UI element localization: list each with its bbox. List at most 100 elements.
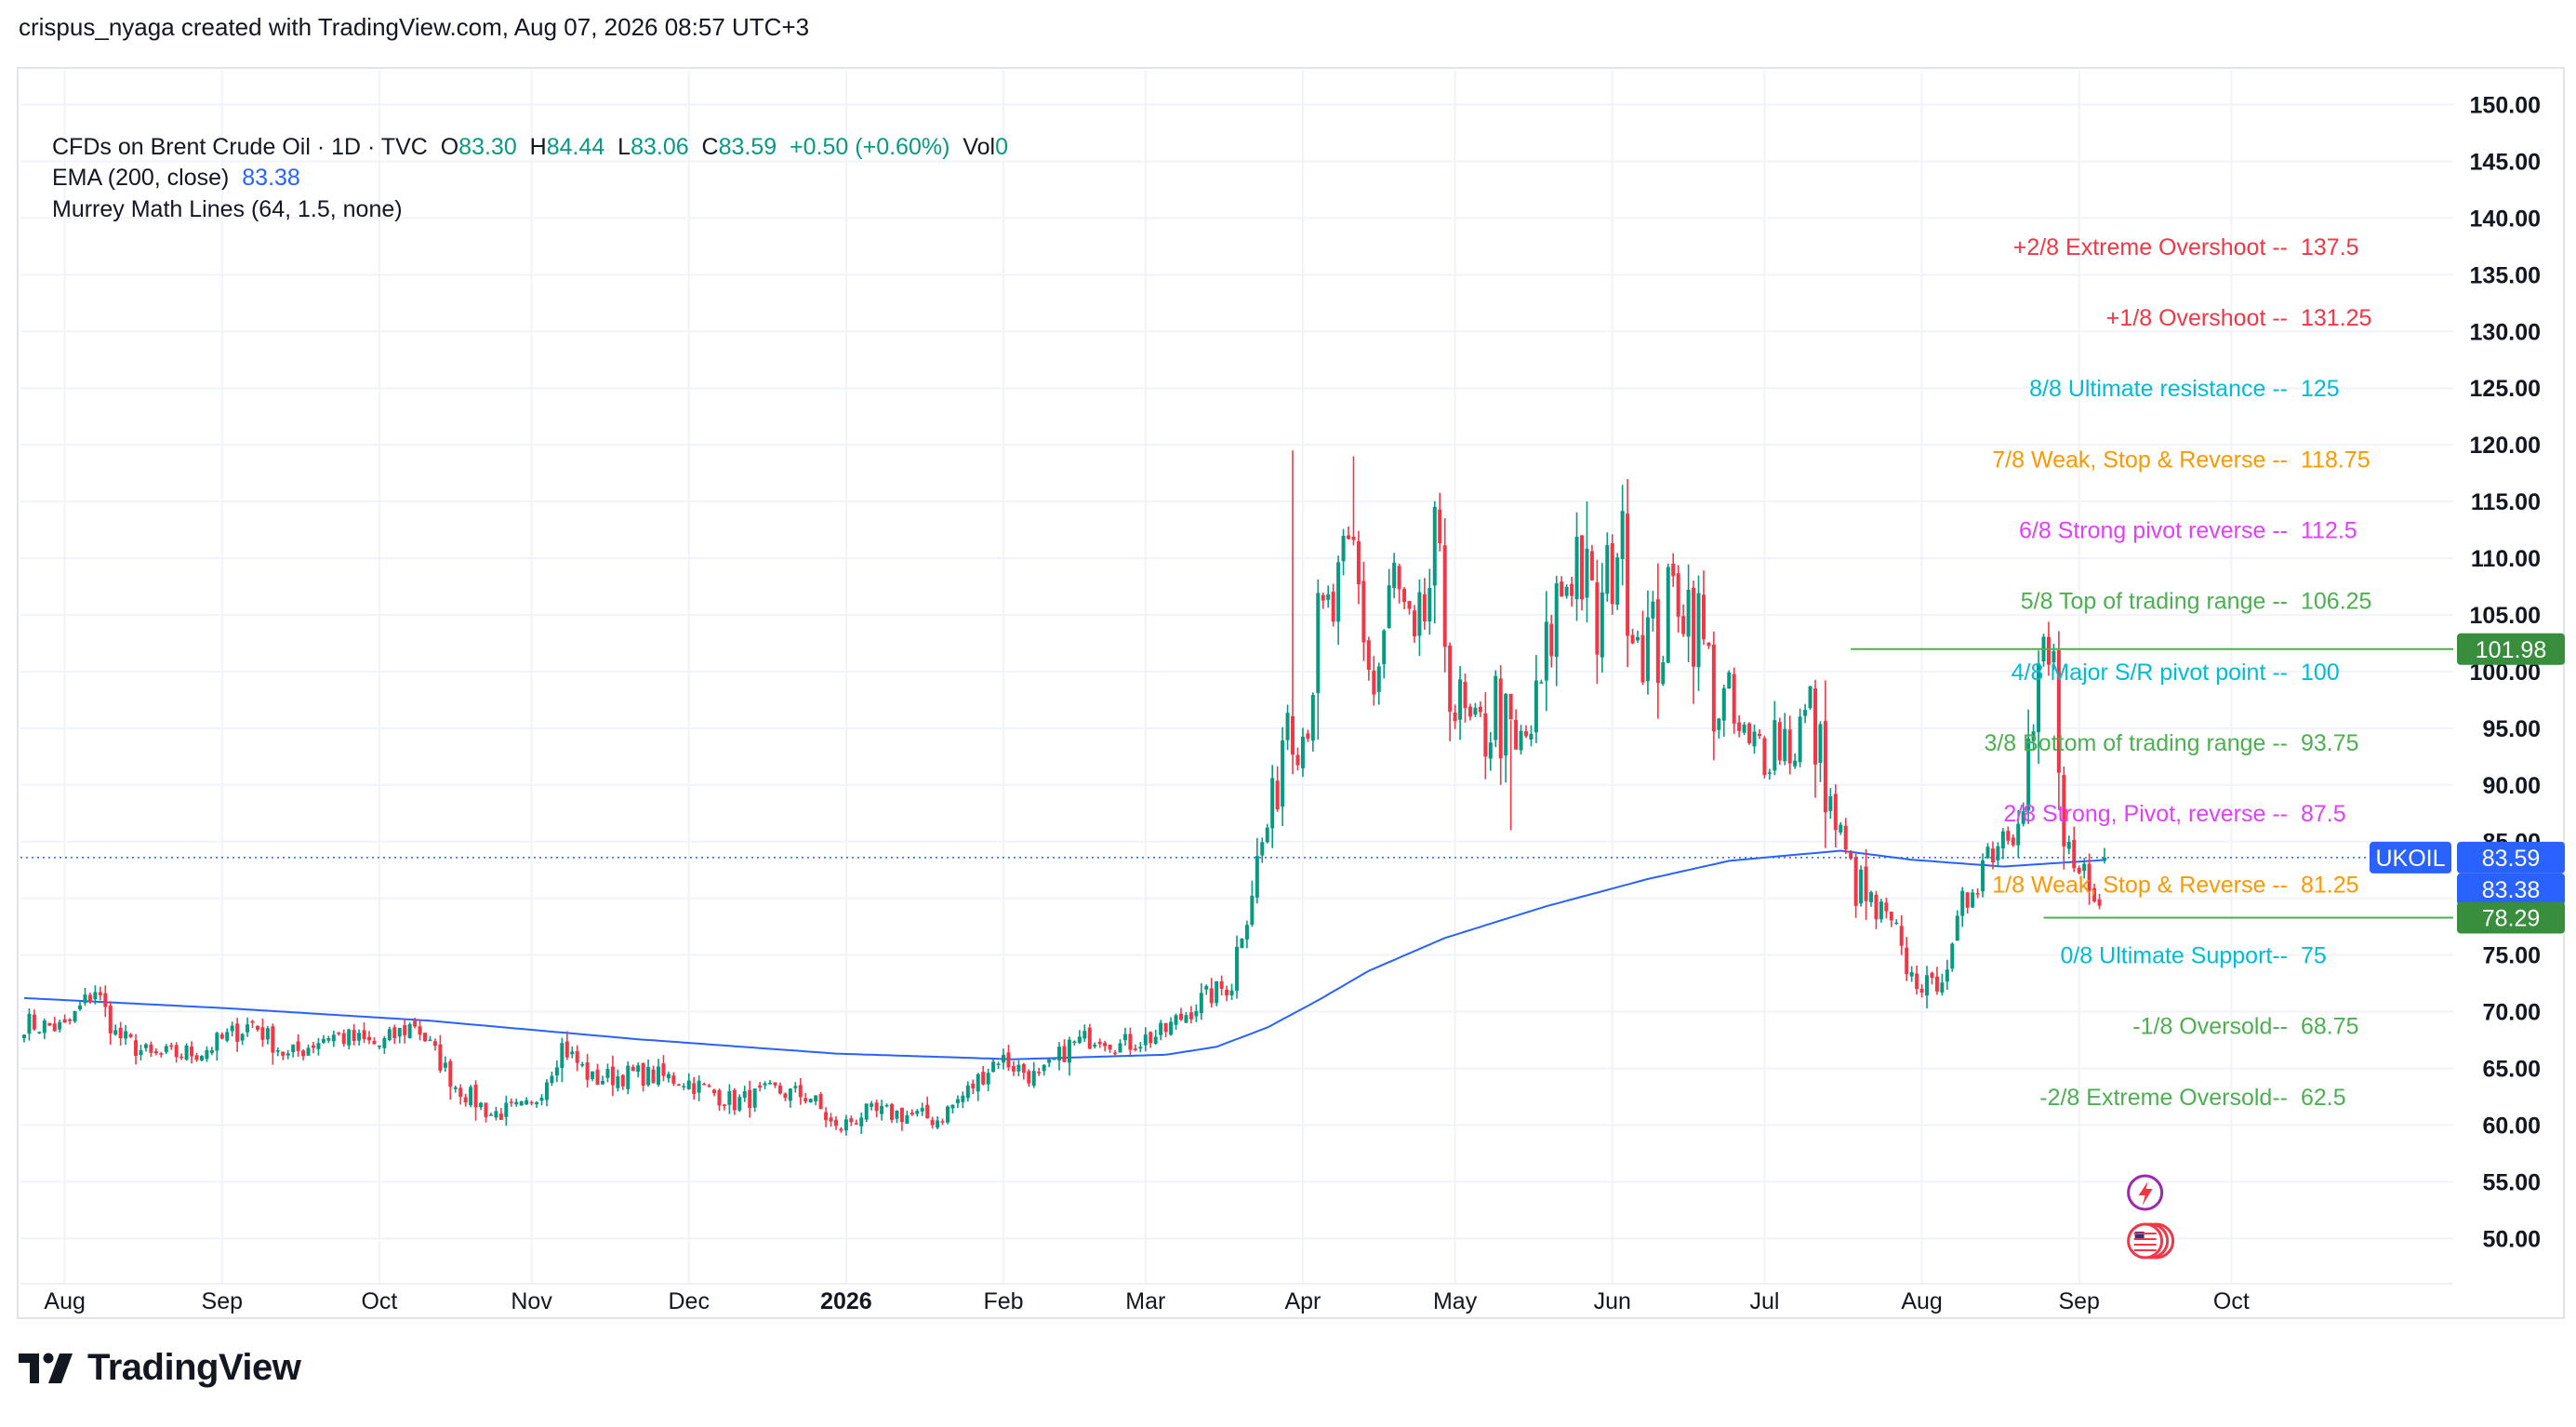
legend-murrey[interactable]: Murrey Math Lines (64, 1.5, none)	[52, 196, 403, 223]
candle	[1727, 670, 1732, 689]
candle-body	[22, 1034, 26, 1038]
candle-body	[159, 1053, 164, 1055]
legend-ohlc[interactable]: CFDs on Brent Crude Oil · 1D · TVC O83.3…	[52, 134, 1008, 161]
candle-body	[275, 1050, 280, 1052]
candle-body	[1159, 1022, 1163, 1035]
ema-price-tag: 83.38	[2457, 873, 2565, 905]
chart-icons	[2127, 1174, 2175, 1260]
candle	[1067, 1036, 1071, 1076]
candle-body	[808, 1099, 813, 1103]
candle	[1514, 709, 1519, 750]
y-tick-label: 120.00	[2470, 433, 2541, 459]
candle	[255, 1025, 259, 1032]
candle	[946, 1105, 950, 1125]
candle	[1666, 563, 1670, 663]
candle-body	[230, 1025, 234, 1032]
candle-body	[560, 1043, 564, 1068]
candle-body	[1225, 989, 1229, 996]
candle-body	[1128, 1034, 1133, 1050]
candle-body	[255, 1025, 259, 1030]
chart-frame[interactable]: +2/8 Extreme Overshoot -- 137.5 +1/8 Overs…	[17, 67, 2565, 1319]
candle	[1701, 570, 1706, 646]
candle	[1169, 1017, 1174, 1036]
candle	[1163, 1022, 1168, 1038]
price-chart[interactable]: +2/8 Extreme Overshoot -- 137.5 +1/8 Overs…	[19, 69, 2567, 1321]
candle-body	[1626, 513, 1630, 636]
candle-body	[498, 1114, 503, 1120]
candle	[423, 1033, 428, 1043]
candle-body	[1463, 681, 1467, 709]
candle	[199, 1055, 204, 1062]
candle	[93, 985, 98, 1005]
candle	[1397, 564, 1401, 604]
candle-body	[585, 1062, 590, 1080]
y-tick-label: 50.00	[2482, 1226, 2541, 1252]
candle	[763, 1081, 767, 1089]
candle	[1219, 975, 1224, 996]
candle-body	[352, 1030, 356, 1042]
candle	[940, 1118, 945, 1126]
candle	[377, 1045, 381, 1050]
candle-body	[1417, 592, 1422, 636]
candle-body	[961, 1095, 965, 1102]
svg-text:78.29: 78.29	[2482, 905, 2541, 931]
candle	[1402, 587, 1407, 609]
candle-body	[1473, 707, 1478, 715]
candle	[1529, 725, 1534, 747]
candle	[1950, 941, 1955, 972]
candle-body	[1219, 980, 1224, 989]
candle	[585, 1053, 590, 1088]
candle-body	[864, 1103, 869, 1120]
candle	[1919, 983, 1924, 998]
candle-body	[98, 992, 102, 995]
candle	[2026, 709, 2031, 824]
legend-ema[interactable]: EMA (200, close) 83.38	[52, 165, 300, 192]
candle	[814, 1095, 818, 1106]
candle	[1006, 1045, 1011, 1072]
candle	[1589, 544, 1594, 581]
candle-body	[199, 1056, 204, 1060]
y-tick-label: 65.00	[2482, 1056, 2541, 1082]
tradingview-logo: TradingView	[19, 1347, 301, 1389]
candle-body	[1021, 1063, 1026, 1074]
candle	[1093, 1042, 1097, 1049]
candle	[793, 1082, 798, 1093]
candle	[62, 1014, 67, 1023]
candle-body	[1940, 982, 1945, 994]
candle-body	[1351, 536, 1356, 540]
candle	[554, 1060, 559, 1083]
candle	[83, 987, 87, 1007]
candle	[1671, 553, 1676, 587]
candle-body	[1174, 1015, 1178, 1025]
candle-body	[423, 1033, 428, 1042]
legend-low: 83.06	[631, 134, 689, 160]
candle-body	[814, 1095, 818, 1102]
candle	[1295, 747, 1300, 771]
x-tick-label: May	[1433, 1288, 1478, 1314]
candle-body	[1281, 740, 1285, 807]
candle-body	[448, 1060, 453, 1087]
candle	[397, 1027, 402, 1044]
candle-body	[732, 1089, 737, 1111]
candle	[1859, 865, 1864, 907]
murrey-line-value: 68.75	[2301, 1014, 2359, 1040]
candle-body	[367, 1036, 372, 1041]
candle	[1215, 980, 1219, 1007]
candle	[1899, 914, 1904, 955]
candle	[1077, 1030, 1082, 1045]
candle	[752, 1088, 757, 1113]
candle-body	[1560, 581, 1564, 597]
murrey-line-label: 8/8 Ultimate resistance --	[2029, 376, 2288, 402]
candle-body	[1057, 1047, 1062, 1061]
candle	[666, 1071, 671, 1083]
candle	[524, 1097, 529, 1105]
candle	[1965, 891, 1970, 914]
candle	[1823, 680, 1827, 848]
candle-body	[880, 1105, 884, 1114]
candle-body	[631, 1066, 635, 1072]
candle	[1990, 841, 1995, 870]
candle-body	[1655, 599, 1660, 684]
candle	[870, 1100, 874, 1111]
candle-body	[1047, 1059, 1052, 1063]
candle	[605, 1063, 610, 1083]
